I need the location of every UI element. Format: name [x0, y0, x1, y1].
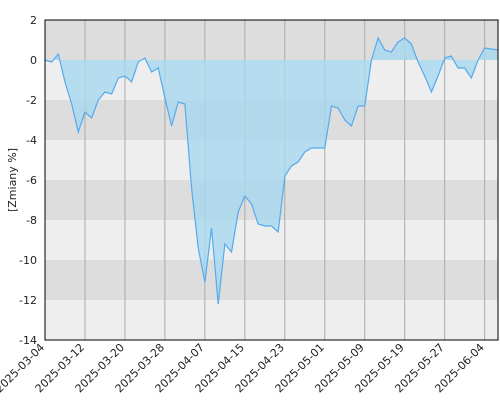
- plot-band: [45, 20, 498, 60]
- y-tick-label: -10: [19, 254, 37, 267]
- y-axis-label: [Zmiany %]: [6, 148, 19, 212]
- y-tick-label: 0: [30, 54, 37, 67]
- y-tick-label: -6: [26, 174, 37, 187]
- y-tick-label: -2: [26, 94, 37, 107]
- y-tick-label: -12: [19, 294, 37, 307]
- line: [44, 36, 499, 305]
- area: [45, 38, 498, 304]
- plot-frame: [44, 19, 499, 341]
- plot-band: [45, 300, 498, 340]
- plot-band: [45, 260, 498, 300]
- y-tick-label: -4: [26, 134, 37, 147]
- y-tick-label: 2: [30, 14, 37, 27]
- y-tick-label: -14: [19, 334, 37, 347]
- y-tick-label: -8: [26, 214, 37, 227]
